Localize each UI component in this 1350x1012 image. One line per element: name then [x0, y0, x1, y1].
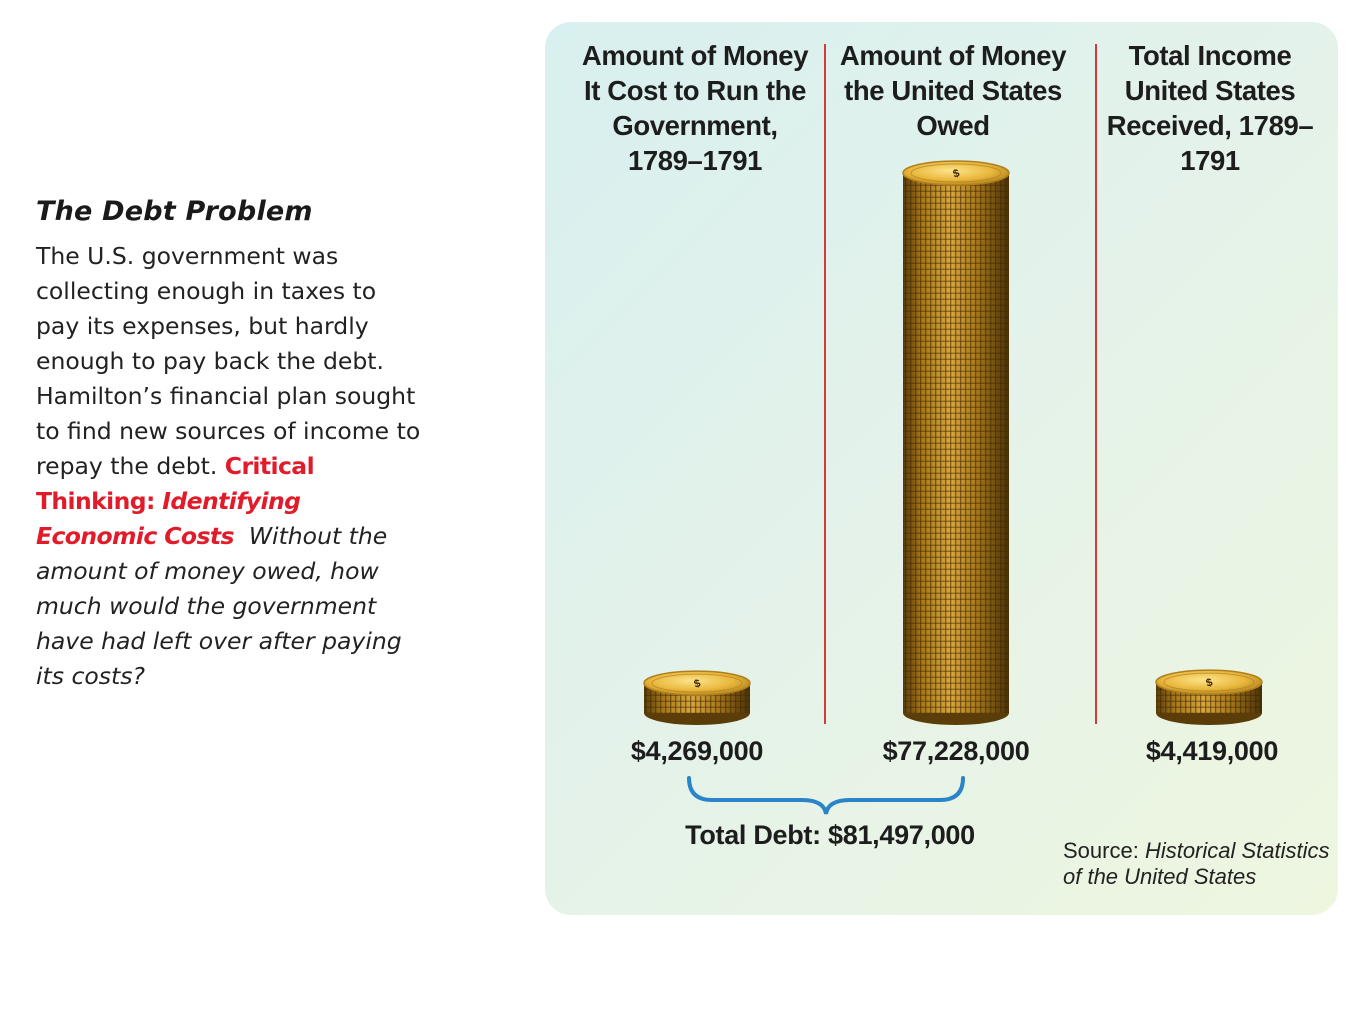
svg-text:$: $: [952, 167, 962, 180]
column-divider-left: [824, 44, 826, 724]
critical-thinking-label: Critical Thinking:: [36, 452, 315, 515]
column-divider-right: [1095, 44, 1097, 724]
critical-thinking-skill: Identifying Economic Costs: [36, 487, 301, 550]
caption-box: The Debt Problem The U.S. government was…: [36, 196, 426, 694]
value-label-costs: $4,269,000: [630, 736, 764, 766]
column-title-owed: Amount of Money the United States Owed: [839, 40, 1067, 141]
column-title-income: Total Income United States Received, 178…: [1106, 40, 1314, 176]
caption-title: The Debt Problem: [36, 196, 313, 227]
critical-thinking-question: Without the amount of money owed, how mu…: [36, 522, 402, 690]
caption-body-text: The U.S. government was collecting enoug…: [36, 242, 421, 480]
svg-text:$: $: [1205, 676, 1215, 689]
source-title: Historical Statistics of the United Stat…: [1063, 838, 1330, 889]
total-debt-label: Total Debt: $81,497,000: [685, 820, 975, 850]
source-note: Source: Historical Statistics of the Uni…: [1063, 838, 1333, 890]
coin-stack-owed: $: [902, 160, 1010, 725]
coin-stack-costs: $: [643, 670, 751, 725]
svg-text:$: $: [693, 677, 703, 690]
value-label-owed: $77,228,000: [882, 736, 1030, 766]
column-title-costs: Amount of Money It Cost to Run the Gover…: [581, 40, 809, 176]
value-label-income: $4,419,000: [1145, 736, 1279, 766]
coin-stack-income: $: [1155, 669, 1263, 725]
source-prefix: Source:: [1063, 838, 1145, 863]
total-debt-brace: [687, 776, 965, 815]
caption-body: The U.S. government was collecting enoug…: [36, 239, 426, 694]
